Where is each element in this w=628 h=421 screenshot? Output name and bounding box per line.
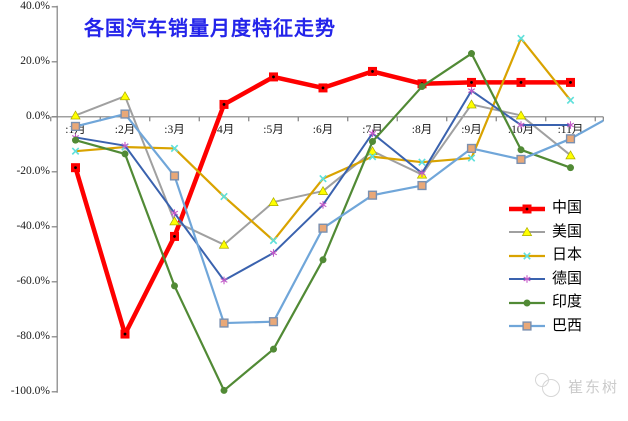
legend-item-brazil: 巴西 xyxy=(508,315,582,339)
legend-swatch-usa-icon xyxy=(509,227,545,237)
y-axis-label: 0.0% xyxy=(26,109,50,122)
watermark-logo-icon xyxy=(534,372,564,400)
legend-swatch-japan-icon xyxy=(509,251,545,260)
legend-label: 美国 xyxy=(552,223,583,240)
legend-label: 巴西 xyxy=(552,317,583,334)
x-axis-label: :10月 xyxy=(507,124,535,136)
legend-swatch-india-icon xyxy=(509,299,545,307)
chart-title: 各国汽车销量月度特征走势 xyxy=(84,18,336,40)
y-axis-label: 20.0% xyxy=(20,54,50,67)
x-axis-label: :4月 xyxy=(213,124,235,136)
watermark-text: 崔东树 xyxy=(568,378,620,396)
series-japan xyxy=(71,34,575,245)
legend-item-china: 中国 xyxy=(508,197,582,221)
series-germany xyxy=(71,86,575,285)
legend-label: 中国 xyxy=(552,200,583,217)
legend-swatch-brazil-icon xyxy=(509,321,545,331)
legend-swatch-germany-icon xyxy=(509,275,545,284)
y-axis-label: -20.0% xyxy=(16,164,50,177)
legend-label: 德国 xyxy=(552,270,583,287)
y-axis-label: -80.0% xyxy=(16,329,50,342)
x-axis-label: :9月 xyxy=(461,124,482,136)
x-axis-label: :1月 xyxy=(65,124,86,136)
legend-label: 日本 xyxy=(552,247,583,264)
chart-legend: 中国美国日本德国印度巴西 xyxy=(508,197,582,338)
x-axis-label: :8月 xyxy=(411,124,433,136)
x-axis-label: :5月 xyxy=(263,124,284,136)
y-axis-label: -40.0% xyxy=(16,219,50,232)
legend-swatch-china-icon xyxy=(509,204,545,214)
legend-item-japan: 日本 xyxy=(508,244,582,268)
x-axis-label: :11月 xyxy=(557,124,584,136)
x-axis-label: :2月 xyxy=(114,124,136,136)
y-axis-label: 40.0% xyxy=(20,0,50,12)
legend-label: 印度 xyxy=(552,294,583,311)
legend-item-india: 印度 xyxy=(508,291,582,315)
x-axis-label: :3月 xyxy=(164,124,185,136)
y-axis-label: -60.0% xyxy=(16,274,50,287)
series-china xyxy=(71,66,575,339)
series-usa xyxy=(70,91,576,249)
y-axis-label: -100.0% xyxy=(10,384,50,397)
legend-item-usa: 美国 xyxy=(508,221,582,245)
x-axis-label: :7月 xyxy=(362,124,383,136)
legend-item-germany: 德国 xyxy=(508,268,582,292)
watermark: 崔东树 xyxy=(534,372,619,400)
series-india xyxy=(72,50,574,394)
x-axis-label: :6月 xyxy=(312,124,334,136)
